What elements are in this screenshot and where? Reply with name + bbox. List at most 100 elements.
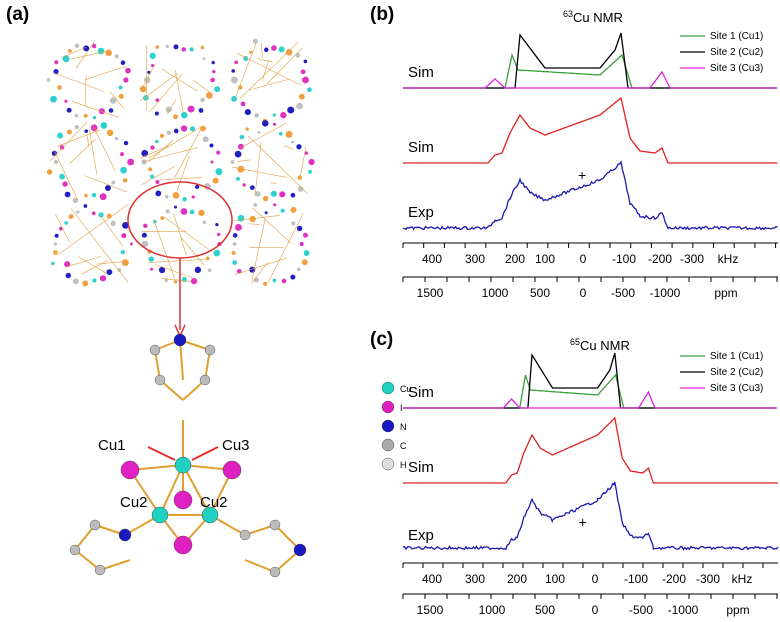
bond <box>237 160 250 162</box>
atom <box>192 195 195 198</box>
atom <box>213 178 219 184</box>
atom <box>115 54 119 58</box>
atom <box>73 278 79 284</box>
bond <box>266 48 302 84</box>
atom <box>262 120 268 126</box>
atom <box>271 191 277 197</box>
atom <box>253 39 258 44</box>
nucleus: Cu NMR <box>580 338 630 353</box>
atom <box>232 260 237 265</box>
spectrum <box>403 162 778 230</box>
isotope: 65 <box>570 337 580 347</box>
atom <box>273 279 277 283</box>
atom <box>270 567 280 577</box>
atom <box>382 382 394 394</box>
atom <box>250 185 255 190</box>
atom <box>214 86 220 92</box>
atom <box>182 277 187 282</box>
nucleus: Cu NMR <box>573 10 623 25</box>
tick-label: -100 <box>612 252 636 266</box>
atom <box>203 136 209 142</box>
atom <box>75 114 79 118</box>
atom <box>73 198 78 203</box>
atom <box>90 520 100 530</box>
atom <box>174 334 186 346</box>
atom <box>155 375 165 385</box>
atom <box>202 57 205 60</box>
atom <box>297 175 302 180</box>
atom <box>68 49 72 53</box>
atom <box>182 197 186 201</box>
atom <box>299 94 305 100</box>
atom <box>216 151 220 155</box>
panel-label: (a) <box>6 4 29 25</box>
atom <box>210 78 215 83</box>
atom <box>296 144 301 149</box>
atom <box>206 92 213 99</box>
atom <box>242 183 245 186</box>
tick-label: 200 <box>505 252 525 266</box>
bond <box>161 69 197 91</box>
site-label: Cu2 <box>200 494 228 511</box>
atom <box>142 233 147 238</box>
site-label: Cu2 <box>120 494 148 511</box>
bond <box>261 43 262 58</box>
atom <box>304 60 308 64</box>
atom <box>121 233 126 238</box>
atom <box>82 280 88 286</box>
bond <box>255 142 261 196</box>
atom <box>47 169 52 174</box>
atom <box>263 196 268 201</box>
atom <box>215 223 218 226</box>
axis-unit: ppm <box>726 603 749 617</box>
atom <box>98 48 105 55</box>
atom <box>241 102 246 107</box>
atom <box>100 193 107 200</box>
tick-label: 300 <box>465 572 485 586</box>
atom <box>64 221 68 225</box>
atom <box>291 207 297 213</box>
atom <box>74 125 79 130</box>
atom <box>115 137 118 140</box>
atom <box>307 87 312 92</box>
atom <box>296 103 303 110</box>
atom <box>279 191 285 197</box>
bond <box>235 42 257 99</box>
bond <box>150 74 183 112</box>
atom <box>100 122 107 129</box>
atom <box>174 280 177 283</box>
bond <box>268 213 303 282</box>
atom <box>143 224 147 228</box>
atom <box>70 545 80 555</box>
atom <box>382 420 394 432</box>
atom <box>84 194 88 198</box>
atom <box>282 279 287 284</box>
atom <box>214 250 221 257</box>
bond <box>252 208 291 244</box>
atom <box>236 177 240 181</box>
bond <box>148 259 204 262</box>
bond <box>174 129 201 178</box>
atom <box>67 130 72 135</box>
tick-label: -500 <box>629 603 653 617</box>
atom <box>69 214 74 219</box>
atom <box>291 221 295 225</box>
legend-text: Site 3 (Cu3) <box>710 63 763 74</box>
nmr-title: 65Cu NMR <box>570 337 630 353</box>
atom <box>263 282 267 286</box>
atom <box>109 108 114 113</box>
atom <box>121 461 139 479</box>
bond <box>252 218 266 281</box>
atom <box>53 69 58 74</box>
atom <box>54 242 58 246</box>
tick-label: 1000 <box>482 286 509 300</box>
atom <box>246 127 249 130</box>
atom <box>65 192 71 198</box>
atom <box>382 401 394 413</box>
atom <box>174 491 192 509</box>
atom <box>199 108 204 113</box>
atom <box>123 178 128 183</box>
bond <box>301 146 306 175</box>
atom <box>50 96 57 103</box>
